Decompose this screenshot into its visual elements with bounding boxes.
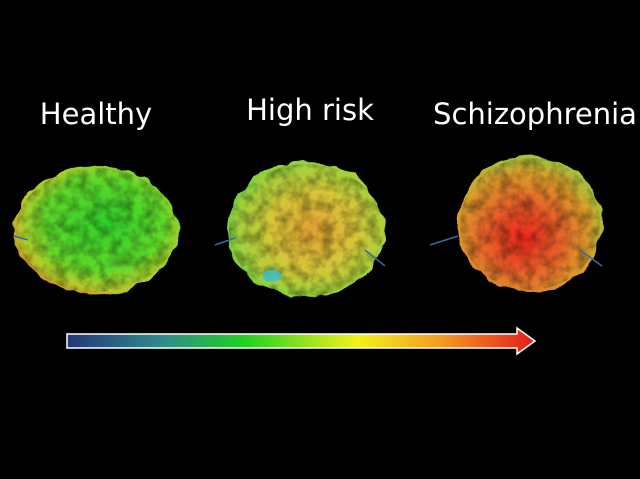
gradient-arrow	[66, 326, 537, 356]
label: High risk	[246, 93, 374, 127]
brain-schizophrenia	[429, 156, 603, 292]
label: Healthy	[40, 97, 152, 131]
label: Schizophrenia	[433, 97, 637, 131]
brain-high-risk	[214, 162, 386, 298]
brain-healthy	[13, 166, 178, 294]
